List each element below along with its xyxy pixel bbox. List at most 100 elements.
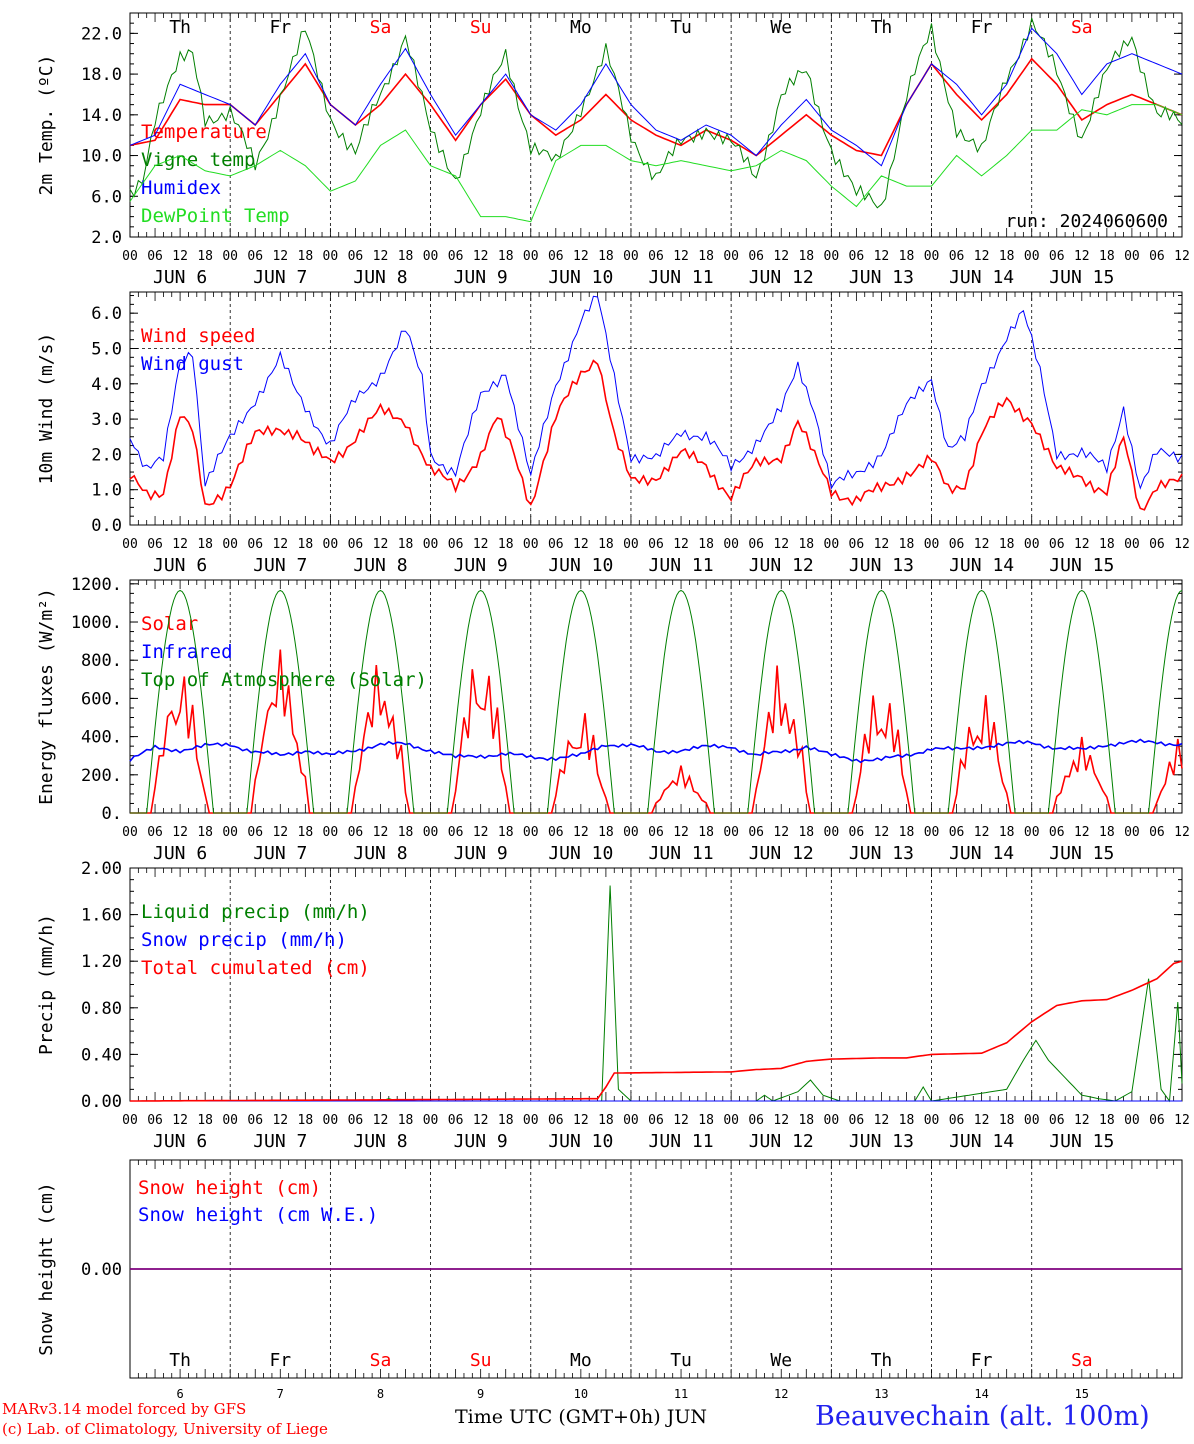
hour-label: 12 bbox=[1074, 537, 1090, 552]
day-label: JUN 15 bbox=[1049, 843, 1114, 864]
hour-label: 06 bbox=[648, 249, 664, 264]
hour-label: 00 bbox=[924, 537, 940, 552]
hour-label: 18 bbox=[298, 825, 314, 840]
day-number-label: 7 bbox=[277, 1387, 284, 1401]
hour-label: 12 bbox=[974, 249, 990, 264]
day-label: JUN 10 bbox=[548, 267, 613, 288]
day-label: JUN 11 bbox=[649, 843, 714, 864]
weekday-label: Tu bbox=[670, 1350, 692, 1371]
series-line-wind-speed bbox=[129, 359, 1183, 511]
hour-label: 18 bbox=[1099, 249, 1115, 264]
day-label: JUN 7 bbox=[253, 843, 307, 864]
day-label: JUN 10 bbox=[548, 555, 613, 576]
hour-label: 12 bbox=[1074, 1113, 1090, 1128]
hour-label: 12 bbox=[172, 249, 188, 264]
y-tick-label: 800. bbox=[81, 651, 122, 671]
station-name: Beauvechain (alt. 100m) bbox=[815, 1401, 1150, 1432]
hour-label: 00 bbox=[824, 249, 840, 264]
day-number-label: 12 bbox=[774, 1387, 788, 1401]
hour-label: 06 bbox=[448, 1113, 464, 1128]
day-number-label: 15 bbox=[1075, 1387, 1089, 1401]
day-label: JUN 8 bbox=[353, 555, 407, 576]
hour-label: 12 bbox=[272, 1113, 288, 1128]
hour-label: 18 bbox=[398, 825, 414, 840]
legend-entry: Wind gust bbox=[141, 353, 244, 375]
hour-label: 12 bbox=[974, 537, 990, 552]
y-tick-label: 0.00 bbox=[81, 1092, 122, 1112]
hour-label: 18 bbox=[798, 1113, 814, 1128]
hour-label: 00 bbox=[723, 249, 739, 264]
hour-label: 06 bbox=[247, 537, 263, 552]
legend-entry: Snow height (cm W.E.) bbox=[138, 1204, 378, 1226]
series-line-top-of-atmosphere-solar- bbox=[130, 589, 1183, 814]
hour-label: 06 bbox=[1149, 1113, 1165, 1128]
hour-label: 06 bbox=[949, 1113, 965, 1128]
y-axis-title: Snow height (cm) bbox=[36, 1182, 57, 1355]
hour-label: 06 bbox=[949, 825, 965, 840]
hour-label: 18 bbox=[398, 537, 414, 552]
day-label: JUN 13 bbox=[849, 1131, 914, 1152]
y-tick-label: 0.80 bbox=[81, 999, 122, 1019]
hour-label: 06 bbox=[648, 1113, 664, 1128]
hour-label: 00 bbox=[623, 249, 639, 264]
hour-label: 18 bbox=[899, 537, 915, 552]
weekday-label: Mo bbox=[570, 17, 592, 38]
hour-label: 00 bbox=[723, 537, 739, 552]
day-number-label: 13 bbox=[874, 1387, 888, 1401]
day-label: JUN 6 bbox=[153, 1131, 207, 1152]
hour-label: 00 bbox=[924, 825, 940, 840]
day-label: JUN 15 bbox=[1049, 1131, 1114, 1152]
hour-label: 12 bbox=[673, 537, 689, 552]
day-label: JUN 14 bbox=[949, 843, 1014, 864]
day-label: JUN 12 bbox=[749, 1131, 814, 1152]
legend-entry: Total cumulated (cm) bbox=[141, 957, 370, 979]
hour-label: 06 bbox=[348, 537, 364, 552]
hour-label: 00 bbox=[1024, 537, 1040, 552]
hour-label: 18 bbox=[498, 825, 514, 840]
hour-label: 06 bbox=[548, 1113, 564, 1128]
hour-label: 06 bbox=[849, 825, 865, 840]
hour-label: 06 bbox=[448, 249, 464, 264]
hour-label: 06 bbox=[1049, 825, 1065, 840]
hour-label: 18 bbox=[298, 249, 314, 264]
legend-entry: Humidex bbox=[141, 177, 221, 199]
hour-label: 06 bbox=[748, 249, 764, 264]
hour-label: 00 bbox=[723, 1113, 739, 1128]
hour-label: 18 bbox=[698, 825, 714, 840]
y-tick-label: 1000. bbox=[71, 613, 122, 633]
y-tick-label: 1200. bbox=[71, 575, 122, 595]
hour-label: 12 bbox=[773, 537, 789, 552]
hour-label: 00 bbox=[222, 537, 238, 552]
hour-label: 00 bbox=[222, 1113, 238, 1128]
hour-label: 00 bbox=[423, 1113, 439, 1128]
weekday-label: Mo bbox=[570, 1350, 592, 1371]
day-label: JUN 12 bbox=[749, 843, 814, 864]
weekday-label: We bbox=[770, 17, 792, 38]
hour-label: 12 bbox=[473, 537, 489, 552]
legend-entry: Top of Atmosphere (Solar) bbox=[141, 669, 427, 691]
y-tick-label: 6.0 bbox=[91, 304, 122, 324]
hour-label: 12 bbox=[1174, 537, 1190, 552]
hour-label: 00 bbox=[623, 1113, 639, 1128]
weekday-label: Su bbox=[470, 17, 492, 38]
x-axis-title: Time UTC (GMT+0h) JUN bbox=[455, 1406, 707, 1428]
hour-label: 00 bbox=[824, 825, 840, 840]
y-tick-label: 4.0 bbox=[91, 375, 122, 395]
day-label: JUN 14 bbox=[949, 555, 1014, 576]
hour-label: 12 bbox=[874, 249, 890, 264]
day-label: JUN 12 bbox=[749, 267, 814, 288]
hour-label: 12 bbox=[1074, 249, 1090, 264]
weekday-label: Sa bbox=[1071, 1350, 1093, 1371]
hour-label: 12 bbox=[573, 1113, 589, 1128]
day-number-label: 14 bbox=[974, 1387, 988, 1401]
hour-label: 18 bbox=[899, 825, 915, 840]
day-label: JUN 7 bbox=[253, 267, 307, 288]
weekday-label: Sa bbox=[370, 17, 392, 38]
hour-label: 18 bbox=[498, 537, 514, 552]
hour-label: 18 bbox=[999, 1113, 1015, 1128]
hour-label: 12 bbox=[773, 825, 789, 840]
hour-label: 12 bbox=[573, 537, 589, 552]
series-line-total-cumulated-cm- bbox=[130, 960, 1183, 1102]
weekday-label: Th bbox=[169, 17, 191, 38]
hour-label: 12 bbox=[373, 249, 389, 264]
